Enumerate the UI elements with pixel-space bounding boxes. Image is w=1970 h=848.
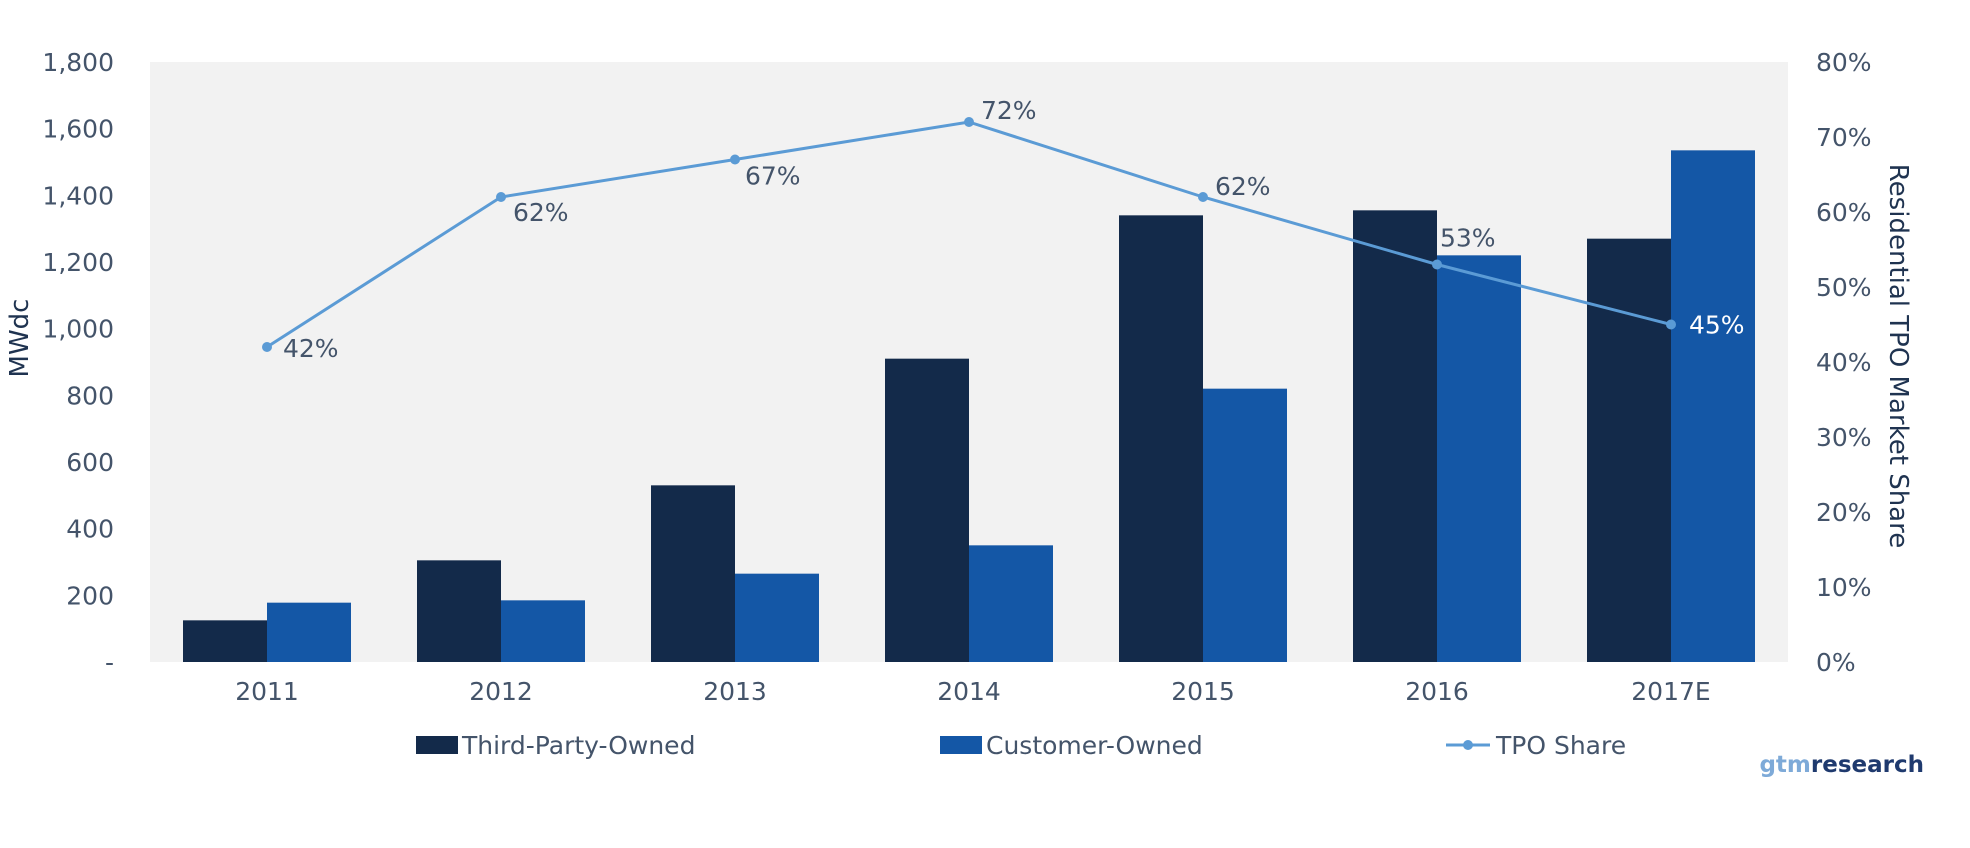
y2-tick-label: 80%: [1816, 48, 1872, 77]
bar-customer-owned-2014: [969, 545, 1053, 662]
tpo-share-point-2014: [964, 117, 974, 127]
legend: Third-Party-Owned Customer-Owned TPO Sha…: [416, 731, 1626, 760]
tpo-share-point-2011: [262, 342, 272, 352]
svg-text:gtmresearch: gtmresearch: [1759, 752, 1924, 778]
y-tick-label: 1,600: [42, 115, 114, 144]
y2-axis-title: Residential TPO Market Share: [1883, 164, 1913, 548]
bar-third-party-owned-2017e: [1587, 238, 1671, 662]
bar-customer-owned-2015: [1203, 388, 1287, 662]
gtm-research-logo: gtmresearch: [1759, 752, 1924, 778]
legend-label-third-party-owned: Third-Party-Owned: [461, 731, 695, 760]
tpo-share-data-label: 53%: [1440, 224, 1496, 253]
y-tick-label: 1,400: [42, 181, 114, 210]
bar-third-party-owned-2013: [651, 485, 735, 662]
tpo-share-data-label: 72%: [981, 96, 1037, 125]
bar-customer-owned-2011: [267, 602, 351, 662]
bar-customer-owned-2016: [1437, 255, 1521, 663]
tpo-share-data-label: 62%: [1215, 172, 1271, 201]
y2-tick-label: 50%: [1816, 273, 1872, 302]
tpo-share-data-label: 42%: [283, 334, 339, 363]
y-axis-title: MWdc: [5, 299, 35, 378]
tpo-share-line-layer: 42% 62% 67% 72% 62% 53% 45%: [262, 96, 1745, 363]
x-tick-label: 2013: [703, 677, 767, 706]
tpo-share-point-2013: [730, 154, 740, 165]
x-tick-label: 2014: [937, 677, 1001, 706]
tpo-share-data-label: 67%: [745, 162, 801, 191]
x-axis: 2011 2012 2013 2014 2015 2016 2017E: [235, 677, 1711, 706]
legend-label-tpo-share: TPO Share: [1495, 731, 1626, 760]
y-tick-label: 600: [66, 448, 114, 477]
tpo-share-data-label: 45%: [1689, 311, 1745, 340]
x-tick-label: 2012: [469, 677, 533, 706]
bar-third-party-owned-2016: [1353, 210, 1437, 663]
x-tick-label: 2011: [235, 677, 299, 706]
logo-gtm: gtm: [1759, 752, 1810, 778]
bars: [183, 150, 1755, 663]
left-axis: - 200 400 600 800 1,000 1,200 1,400 1,600 1,800: [42, 48, 114, 677]
tpo-share-point-2012: [496, 192, 506, 202]
y-tick-label: 800: [66, 381, 114, 410]
bar-customer-owned-2013: [735, 573, 819, 662]
y-tick-label: 400: [66, 515, 114, 544]
legend-marker-tpo-share: [1463, 740, 1473, 750]
y-tick-label: 1,000: [42, 315, 114, 344]
bar-customer-owned-2012: [501, 600, 585, 662]
y2-tick-label: 0%: [1816, 648, 1856, 677]
y2-tick-label: 20%: [1816, 498, 1872, 527]
legend-swatch-third-party-owned: [416, 736, 458, 754]
tpo-share-point-2017e: [1666, 319, 1676, 330]
y2-tick-label: 30%: [1816, 423, 1872, 452]
bar-third-party-owned-2014: [885, 358, 969, 662]
bar-third-party-owned-2011: [183, 620, 267, 662]
y2-tick-label: 70%: [1816, 123, 1872, 152]
logo-research: research: [1811, 752, 1924, 778]
y2-tick-label: 40%: [1816, 348, 1872, 377]
legend-swatch-customer-owned: [940, 736, 982, 754]
x-tick-label: 2016: [1405, 677, 1469, 706]
bar-third-party-owned-2012: [417, 560, 501, 662]
tpo-share-point-2016: [1432, 259, 1442, 270]
bar-customer-owned-2017e: [1671, 150, 1755, 663]
tpo-share-point-2015: [1198, 192, 1208, 202]
y-tick-label: 1,800: [42, 48, 114, 77]
bar-third-party-owned-2015: [1119, 215, 1203, 663]
y-tick-label: 200: [66, 581, 114, 610]
y-tick-label: 1,200: [42, 248, 114, 277]
y2-tick-label: 10%: [1816, 573, 1872, 602]
tpo-share-data-label: 62%: [513, 198, 569, 227]
y-tick-label: -: [105, 648, 114, 677]
y2-tick-label: 60%: [1816, 198, 1872, 227]
x-tick-label: 2017E: [1631, 677, 1710, 706]
x-tick-label: 2015: [1171, 677, 1235, 706]
legend-label-customer-owned: Customer-Owned: [986, 731, 1203, 760]
right-axis: 0% 10% 20% 30% 40% 50% 60% 70% 80%: [1816, 48, 1872, 677]
